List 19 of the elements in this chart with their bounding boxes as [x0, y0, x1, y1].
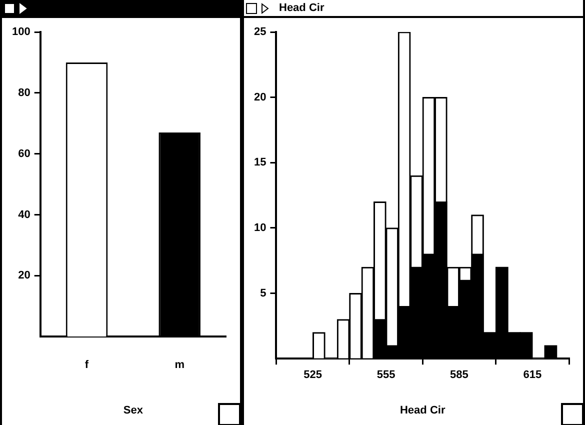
y-tick-label: 10	[254, 222, 266, 234]
x-tick-label: 555	[376, 369, 396, 382]
y-tick-label: 80	[18, 86, 30, 99]
x-tick-label: f	[84, 359, 89, 372]
x-tick-label: m	[174, 359, 185, 372]
y-tick-label: 40	[18, 208, 30, 221]
y-tick-label: 5	[260, 287, 266, 300]
x-axis-title: Head Cir	[400, 404, 446, 416]
x-tick-label: 615	[523, 369, 542, 382]
y-tick-label: 20	[18, 270, 30, 282]
y-tick-label: 100	[12, 26, 30, 38]
y-tick-label: 25	[254, 26, 266, 38]
x-axis-title: Sex	[123, 404, 144, 416]
x-tick-label: 585	[450, 369, 468, 382]
y-tick-label: 15	[254, 156, 266, 169]
y-tick-label: 60	[18, 148, 30, 160]
x-tick-label: 525	[304, 369, 322, 382]
y-tick-label: 20	[254, 91, 266, 104]
chart-title: Head Cir	[279, 2, 324, 14]
